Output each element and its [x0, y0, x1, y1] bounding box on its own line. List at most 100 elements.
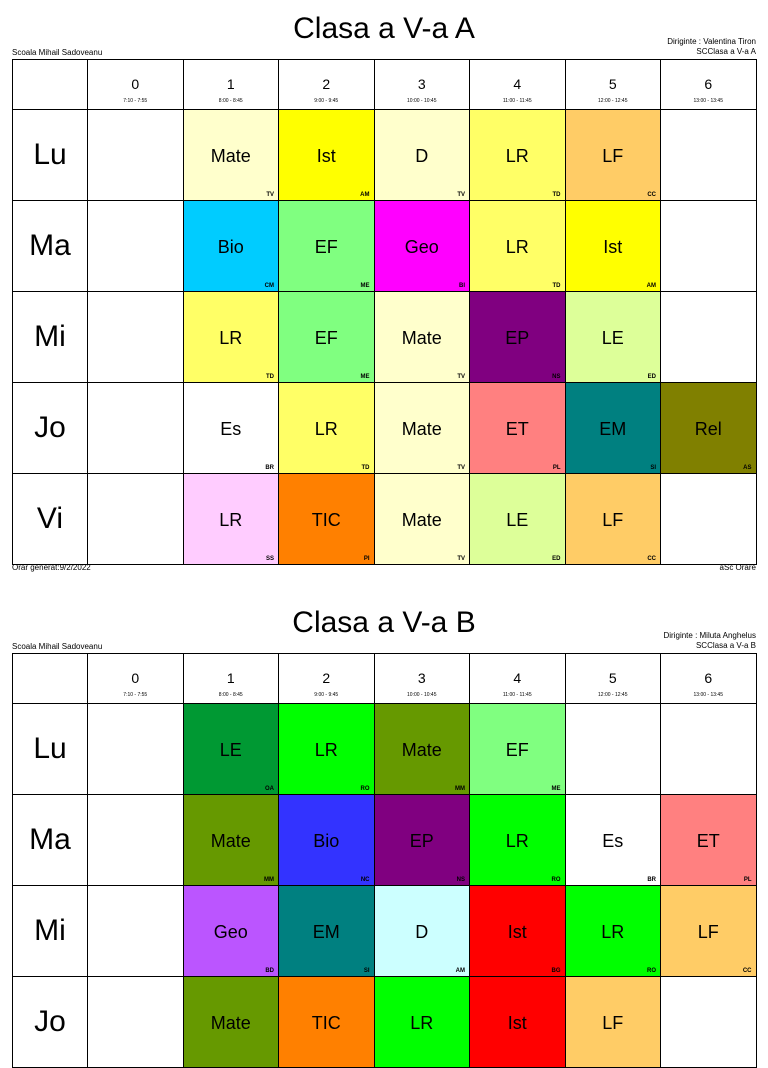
- teacher-initials: TV: [266, 192, 274, 198]
- teacher-initials: AM: [360, 192, 370, 198]
- subject-label: EP: [409, 831, 434, 851]
- lesson-cell[interactable]: LE ED: [564, 291, 661, 383]
- empty-slot: [87, 473, 184, 565]
- empty-slot: [87, 200, 184, 292]
- lesson-cell[interactable]: LE ED: [469, 473, 566, 565]
- lesson-cell[interactable]: Geo BD: [182, 885, 279, 977]
- lesson-cell[interactable]: Geo BI: [373, 200, 470, 292]
- subject-label: EP: [505, 328, 530, 348]
- lesson-cell[interactable]: TIC: [278, 976, 375, 1068]
- lesson-cell[interactable]: Ist: [469, 976, 566, 1068]
- subject-label: D: [415, 146, 429, 166]
- lesson-cell[interactable]: LR TD: [469, 109, 566, 201]
- teacher-initials: SI: [650, 465, 656, 471]
- school-name: Scoala Mihail Sadoveanu: [12, 48, 103, 57]
- lesson-cell[interactable]: ET PL: [660, 794, 757, 886]
- teacher-initials: PL: [552, 465, 561, 471]
- lesson-cell[interactable]: Mate TV: [373, 473, 470, 565]
- subject-label: EM: [599, 419, 627, 439]
- subject-label: Geo: [213, 922, 248, 942]
- lesson-cell[interactable]: LE OA: [182, 703, 279, 795]
- lesson-cell[interactable]: Mate: [182, 976, 279, 1068]
- period-header: 3 10:00 - 10:45: [373, 59, 470, 110]
- lesson-cell[interactable]: EP NS: [373, 794, 470, 886]
- lesson-cell[interactable]: LR RO: [469, 794, 566, 886]
- teacher-initials: TV: [457, 465, 465, 471]
- period-time: 10:00 - 10:45: [407, 692, 437, 698]
- period-time: 11:00 - 11:45: [502, 98, 532, 104]
- subject-label: Bio: [217, 237, 244, 257]
- lesson-cell[interactable]: LR RO: [278, 703, 375, 795]
- teacher-initials: AM: [455, 968, 465, 974]
- lesson-cell[interactable]: EF ME: [469, 703, 566, 795]
- day-label: Vi: [12, 473, 88, 565]
- corner-cell: [12, 59, 88, 110]
- lesson-cell[interactable]: LR TD: [278, 382, 375, 474]
- header-row: 0 7:10 - 7:55 1 8:00 - 8:45 2 9:00 - 9:4…: [12, 59, 757, 110]
- lesson-cell[interactable]: Mate TV: [373, 291, 470, 383]
- lesson-cell[interactable]: Mate TV: [373, 382, 470, 474]
- empty-slot: [660, 976, 757, 1068]
- subject-label: LR: [219, 328, 243, 348]
- lesson-cell[interactable]: EM SI: [278, 885, 375, 977]
- lesson-cell[interactable]: ET PL: [469, 382, 566, 474]
- lesson-cell[interactable]: LF CC: [564, 473, 661, 565]
- day-label: Ma: [12, 200, 88, 292]
- generated-date: Orar generat:9/2/2022: [12, 563, 91, 572]
- teacher-initials: NS: [552, 374, 561, 380]
- subject-label: Geo: [404, 237, 439, 257]
- subject-label: LR: [314, 419, 338, 439]
- lesson-cell[interactable]: Es BR: [182, 382, 279, 474]
- timetable-title: Clasa a V-a A: [293, 12, 475, 45]
- lesson-cell[interactable]: LR TD: [469, 200, 566, 292]
- timetable-title: Clasa a V-a B: [292, 606, 476, 639]
- subject-label: LR: [314, 740, 338, 760]
- lesson-cell[interactable]: LF: [564, 976, 661, 1068]
- teacher-initials: TD: [266, 374, 274, 380]
- class-code: SCClasa a V-a A: [696, 47, 756, 56]
- lesson-cell[interactable]: LF CC: [660, 885, 757, 977]
- lesson-cell[interactable]: LF CC: [564, 109, 661, 201]
- lesson-cell[interactable]: Ist AM: [564, 200, 661, 292]
- lesson-cell[interactable]: Rel AS: [660, 382, 757, 474]
- empty-slot: [87, 794, 184, 886]
- teacher-initials: BR: [265, 465, 274, 471]
- lesson-cell[interactable]: LR SS: [182, 473, 279, 565]
- subject-label: Rel: [694, 419, 722, 439]
- lesson-cell[interactable]: Mate MM: [373, 703, 470, 795]
- lesson-cell[interactable]: EF ME: [278, 291, 375, 383]
- subject-label: Es: [602, 831, 624, 851]
- lesson-cell[interactable]: Es BR: [564, 794, 661, 886]
- lesson-cell[interactable]: TIC PI: [278, 473, 375, 565]
- schedule-grid: 0 7:10 - 7:55 1 8:00 - 8:45 2 9:00 - 9:4…: [12, 653, 757, 1068]
- period-time: 8:00 - 8:45: [218, 98, 243, 104]
- timetable-a: Clasa a V-a A Scoala Mihail Sadoveanu Dir…: [12, 12, 757, 572]
- lesson-cell[interactable]: Ist BG: [469, 885, 566, 977]
- period-header: 2 9:00 - 9:45: [278, 653, 375, 704]
- lesson-cell[interactable]: LR RO: [564, 885, 661, 977]
- subject-label: LR: [601, 922, 625, 942]
- lesson-cell[interactable]: Mate TV: [182, 109, 279, 201]
- day-row: Lu Mate TV Ist AM D TV LR TD LF CC: [12, 109, 757, 201]
- lesson-cell[interactable]: D AM: [373, 885, 470, 977]
- subject-label: LE: [219, 740, 242, 760]
- subject-label: LF: [602, 146, 624, 166]
- lesson-cell[interactable]: Bio CM: [182, 200, 279, 292]
- day-label: Ma: [12, 794, 88, 886]
- lesson-cell[interactable]: Mate MM: [182, 794, 279, 886]
- lesson-cell[interactable]: EM SI: [564, 382, 661, 474]
- lesson-cell[interactable]: LR TD: [182, 291, 279, 383]
- lesson-cell[interactable]: EF ME: [278, 200, 375, 292]
- period-header: 4 11:00 - 11:45: [469, 653, 566, 704]
- teacher-initials: TD: [361, 465, 370, 471]
- lesson-cell[interactable]: LR: [373, 976, 470, 1068]
- class-code: SCClasa a V-a B: [695, 641, 756, 650]
- subject-label: EF: [314, 328, 338, 348]
- day-label: Mi: [12, 885, 88, 977]
- lesson-cell[interactable]: D TV: [373, 109, 470, 201]
- lesson-cell[interactable]: EP NS: [469, 291, 566, 383]
- period-number: 5: [608, 76, 617, 92]
- lesson-cell[interactable]: Ist AM: [278, 109, 375, 201]
- lesson-cell[interactable]: Bio NC: [278, 794, 375, 886]
- period-time: 9:00 - 9:45: [314, 98, 339, 104]
